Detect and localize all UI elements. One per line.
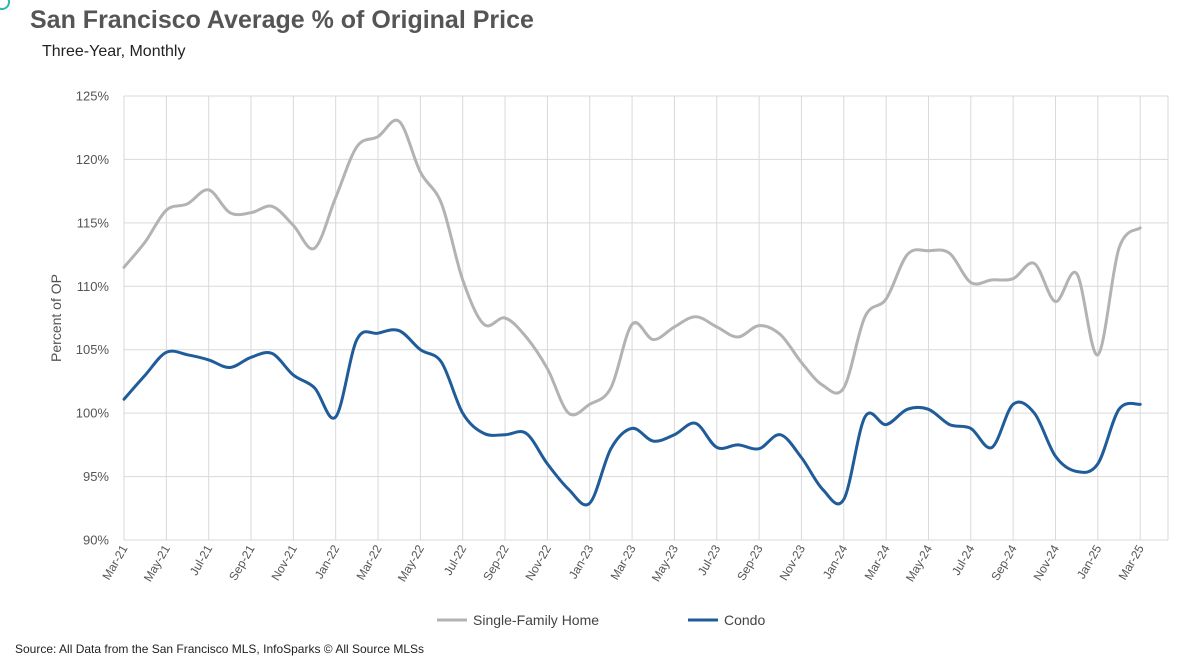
x-tick-label: Jul-22 (441, 542, 470, 578)
y-tick-label: 125% (76, 89, 110, 104)
x-tick-label: Mar-24 (862, 542, 893, 582)
corner-decoration (0, 0, 10, 10)
x-tick-label: May-23 (649, 542, 681, 584)
x-axis-ticks: Mar-21 May-21 Jul-21 Sep-21 Nov-21 Jan-22 Mar-… (99, 542, 1146, 584)
x-tick-label: Sep-22 (480, 542, 512, 583)
source-note: Source: All Data from the San Francisco … (15, 642, 425, 656)
x-tick-label: Nov-22 (523, 542, 555, 583)
x-tick-label: Nov-23 (777, 542, 809, 583)
series-line-single-family-home (122, 118, 1142, 417)
x-tick-label: Jul-23 (695, 542, 724, 578)
series-line-condo (122, 328, 1142, 507)
x-tick-label: Jan-24 (820, 542, 851, 581)
x-tick-label: Jul-21 (187, 542, 216, 578)
x-tick-label: May-22 (395, 542, 427, 584)
chart-subtitle: Three-Year, Monthly (42, 43, 186, 60)
x-tick-label: Jan-23 (566, 542, 597, 581)
y-tick-label: 105% (76, 342, 110, 357)
x-tick-label: Nov-24 (1031, 542, 1063, 583)
x-tick-label: Nov-21 (268, 542, 300, 583)
chart-title: San Francisco Average % of Original Pric… (30, 6, 534, 34)
y-axis-ticks: 90% 95% 100% 105% 110% 115% 120% 125% (76, 89, 110, 548)
x-tick-label: Mar-21 (99, 542, 130, 582)
x-tick-label: Jan-22 (312, 542, 343, 581)
x-tick-label: May-21 (141, 542, 173, 584)
x-tick-label: Jan-25 (1074, 542, 1105, 581)
y-tick-label: 90% (83, 533, 109, 548)
x-tick-label: Jul-24 (949, 542, 978, 578)
y-tick-label: 100% (76, 406, 110, 421)
x-tick-label: Mar-22 (354, 542, 385, 582)
y-tick-label: 110% (77, 279, 110, 294)
x-tick-label: Mar-23 (608, 542, 639, 582)
series-lines (122, 118, 1142, 507)
x-tick-label: May-24 (903, 542, 935, 584)
x-tick-label: Mar-25 (1116, 542, 1147, 582)
grid-lines (123, 95, 1169, 541)
x-tick-label: Sep-24 (988, 542, 1020, 583)
x-tick-label: Sep-23 (734, 542, 766, 583)
legend-label-single-family-home: Single-Family Home (473, 612, 599, 628)
y-tick-label: 95% (83, 469, 109, 484)
x-tick-label: Sep-21 (226, 542, 258, 583)
y-tick-label: 115% (77, 215, 110, 230)
legend-label-condo: Condo (724, 612, 765, 628)
y-axis-label: Percent of OP (48, 274, 64, 362)
legend: Single-Family Home Condo (437, 612, 765, 628)
y-tick-label: 120% (76, 152, 110, 167)
